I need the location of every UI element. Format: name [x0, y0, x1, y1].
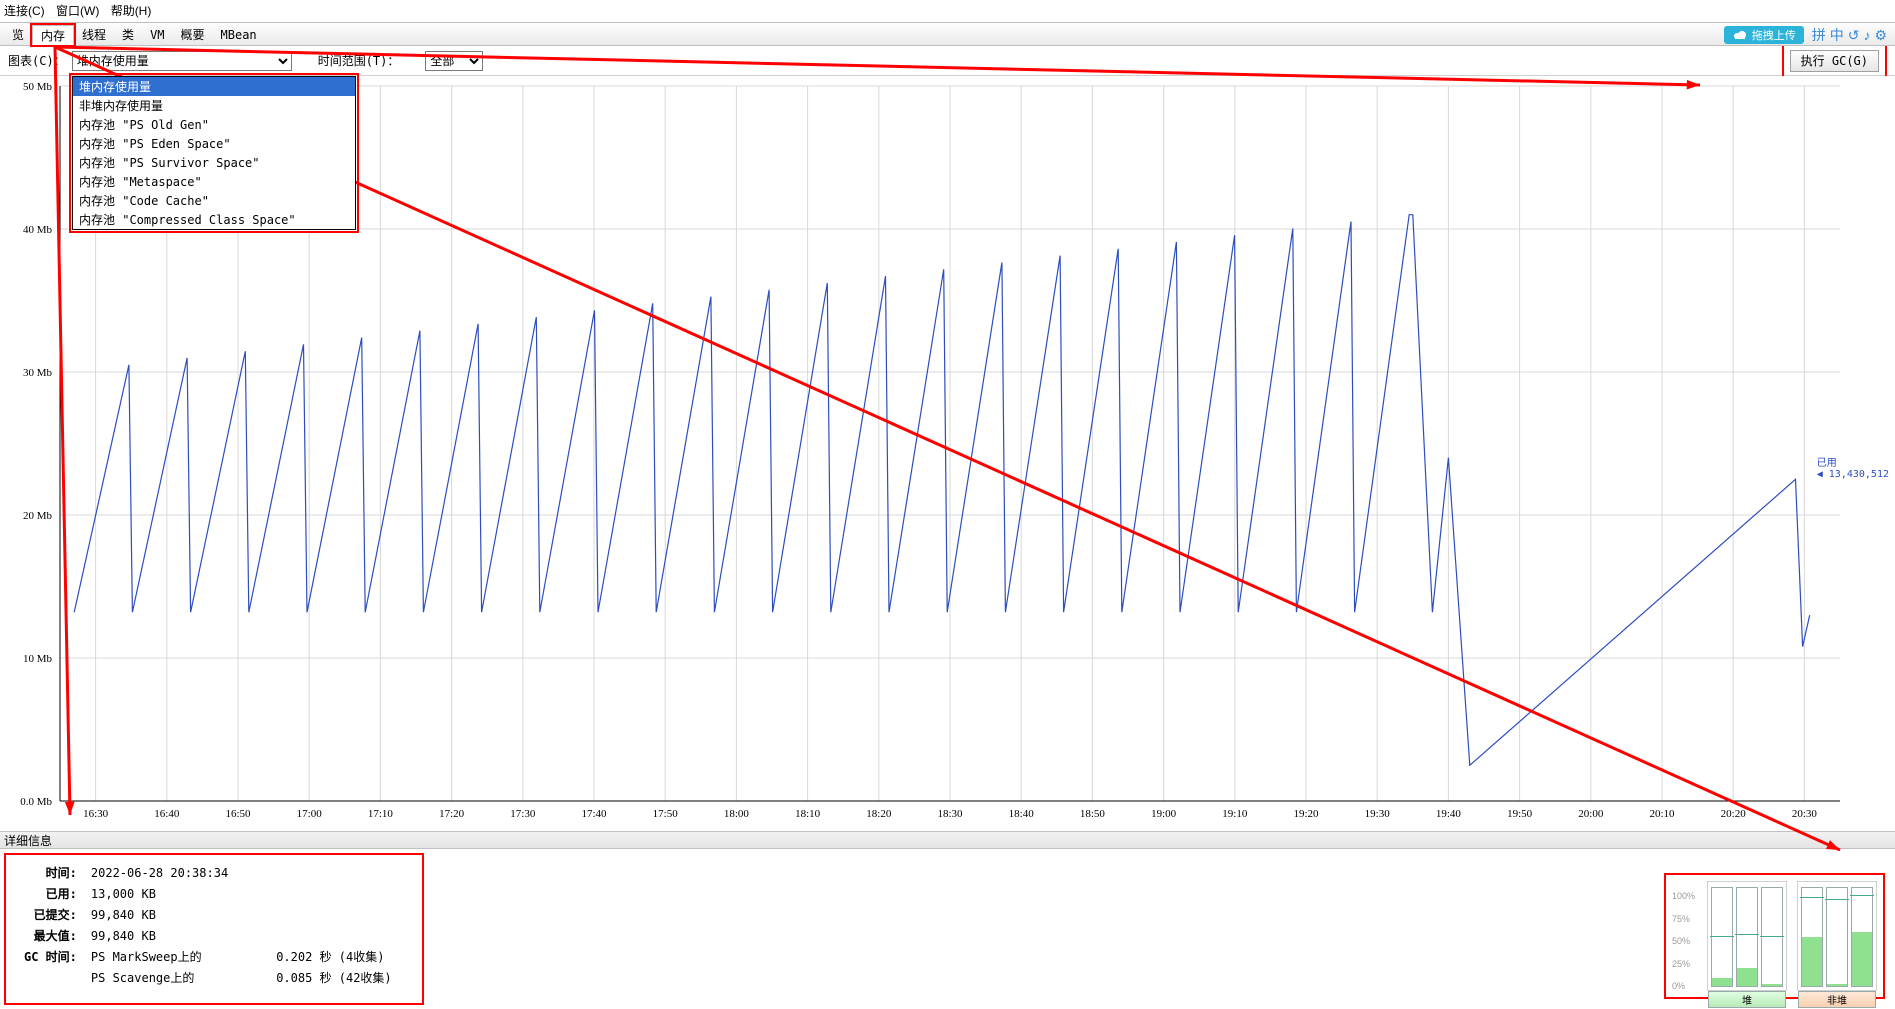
- dropdown-item[interactable]: 内存池 "PS Survivor Space": [73, 153, 355, 172]
- svg-text:19:50: 19:50: [1507, 808, 1533, 820]
- time-label: 时间范围(T)：: [318, 52, 400, 69]
- toolbar-icon[interactable]: ⚙: [1874, 27, 1887, 43]
- upload-badge[interactable]: 拖拽上传: [1724, 26, 1804, 44]
- memory-bar[interactable]: [1851, 887, 1873, 987]
- chart-area: 0.0 Mb 10 Mb 20 Mb 30 Mb 40 Mb 50 Mb 16:30 16:4…: [0, 76, 1895, 831]
- memory-bars-panel: 100%75%50%25%0% 堆 非堆: [1664, 873, 1885, 999]
- svg-text:17:00: 17:00: [297, 808, 323, 820]
- tab-bar: 览内存线程类VM概要MBean 拖拽上传 拼中↺♪⚙: [0, 22, 1895, 46]
- svg-text:18:40: 18:40: [1009, 808, 1035, 820]
- memory-bar[interactable]: [1801, 887, 1823, 987]
- toolbar-icon[interactable]: ♪: [1863, 27, 1870, 43]
- tab-MBean[interactable]: MBean: [213, 25, 265, 45]
- toolbar-right: 拖拽上传 拼中↺♪⚙: [1724, 23, 1889, 47]
- memory-bar[interactable]: [1736, 887, 1758, 987]
- svg-text:16:50: 16:50: [225, 808, 251, 820]
- dropdown-item[interactable]: 内存池 "Metaspace": [73, 172, 355, 191]
- svg-text:19:30: 19:30: [1365, 808, 1391, 820]
- svg-text:18:50: 18:50: [1080, 808, 1106, 820]
- svg-text:19:00: 19:00: [1151, 808, 1177, 820]
- menu-window[interactable]: 窗口(W): [56, 4, 99, 18]
- upload-badge-label: 拖拽上传: [1752, 27, 1796, 43]
- svg-text:17:20: 17:20: [439, 808, 465, 820]
- toolbar-icon[interactable]: ↺: [1848, 27, 1860, 43]
- svg-text:19:20: 19:20: [1293, 808, 1319, 820]
- detail-caption: 详细信息: [0, 831, 1895, 849]
- heap-bar-group[interactable]: 堆: [1707, 881, 1787, 991]
- svg-text:19:40: 19:40: [1436, 808, 1462, 820]
- bar-group-caption: 堆: [1708, 991, 1786, 1008]
- tab-内存[interactable]: 内存: [32, 25, 74, 45]
- svg-text:20:10: 20:10: [1649, 808, 1675, 820]
- tab-览[interactable]: 览: [4, 25, 32, 45]
- dropdown-item[interactable]: 内存池 "PS Old Gen": [73, 115, 355, 134]
- svg-text:18:10: 18:10: [795, 808, 821, 820]
- svg-text:10 Mb: 10 Mb: [23, 653, 53, 665]
- gc-button-highlight: 执行 GC(G): [1782, 44, 1887, 78]
- time-range-select[interactable]: 全部: [425, 51, 483, 71]
- dropdown-item[interactable]: 内存池 "PS Eden Space": [73, 134, 355, 153]
- svg-text:20:00: 20:00: [1578, 808, 1604, 820]
- svg-text:16:40: 16:40: [154, 808, 180, 820]
- tab-类[interactable]: 类: [114, 25, 142, 45]
- dropdown-item[interactable]: 非堆内存使用量: [73, 96, 355, 115]
- execute-gc-button[interactable]: 执行 GC(G): [1790, 50, 1879, 72]
- detail-area: 时间:2022-06-28 20:38:34已用:13,000 KB已提交:99…: [0, 849, 1895, 1009]
- dropdown-item[interactable]: 内存池 "Compressed Class Space": [73, 210, 355, 229]
- chart-label: 图表(C)：: [8, 52, 66, 69]
- toolbar-icons: 拼中↺♪⚙: [1810, 25, 1889, 45]
- toolbar-icon[interactable]: 拼: [1812, 27, 1826, 43]
- svg-text:20 Mb: 20 Mb: [23, 510, 53, 522]
- tab-线程[interactable]: 线程: [74, 25, 114, 45]
- menu-connect[interactable]: 连接(C): [4, 4, 45, 18]
- dropdown-item[interactable]: 堆内存使用量: [73, 77, 355, 96]
- nonheap-bar-group[interactable]: 非堆: [1797, 881, 1877, 991]
- svg-text:40 Mb: 40 Mb: [23, 224, 53, 236]
- svg-text:18:00: 18:00: [724, 808, 750, 820]
- svg-text:18:30: 18:30: [937, 808, 963, 820]
- svg-text:0.0 Mb: 0.0 Mb: [20, 796, 52, 808]
- svg-text:16:30: 16:30: [83, 808, 109, 820]
- memory-bar[interactable]: [1711, 887, 1733, 987]
- svg-text:18:20: 18:20: [866, 808, 892, 820]
- detail-table: 时间:2022-06-28 20:38:34已用:13,000 KB已提交:99…: [16, 861, 400, 989]
- svg-text:50 Mb: 50 Mb: [23, 81, 53, 93]
- toolbar-icon[interactable]: 中: [1830, 27, 1844, 43]
- detail-info-box: 时间:2022-06-28 20:38:34已用:13,000 KB已提交:99…: [4, 853, 424, 1005]
- controls-row: 图表(C)： 堆内存使用量 时间范围(T)： 全部 执行 GC(G): [0, 46, 1895, 76]
- chart-dropdown-list[interactable]: 堆内存使用量非堆内存使用量内存池 "PS Old Gen"内存池 "PS Ede…: [72, 76, 356, 230]
- tab-VM[interactable]: VM: [142, 25, 172, 45]
- svg-text:20:20: 20:20: [1721, 808, 1747, 820]
- dropdown-item[interactable]: 内存池 "Code Cache": [73, 191, 355, 210]
- svg-text:17:50: 17:50: [653, 808, 679, 820]
- svg-text:17:10: 17:10: [368, 808, 394, 820]
- last-value-label: 已用◀ 13,430,512: [1817, 454, 1889, 480]
- chart-select[interactable]: 堆内存使用量: [72, 51, 292, 71]
- menu-bar: 连接(C) 窗口(W) 帮助(H): [0, 0, 1895, 22]
- svg-text:19:10: 19:10: [1222, 808, 1248, 820]
- memory-bar[interactable]: [1761, 887, 1783, 987]
- svg-text:20:30: 20:30: [1792, 808, 1818, 820]
- bar-group-caption: 非堆: [1798, 991, 1876, 1008]
- menu-help[interactable]: 帮助(H): [111, 4, 152, 18]
- svg-text:17:40: 17:40: [581, 808, 607, 820]
- svg-text:30 Mb: 30 Mb: [23, 367, 53, 379]
- bar-y-labels: 100%75%50%25%0%: [1672, 891, 1695, 991]
- cloud-icon: [1732, 27, 1748, 43]
- svg-text:17:30: 17:30: [510, 808, 536, 820]
- tab-概要[interactable]: 概要: [173, 25, 213, 45]
- memory-bar[interactable]: [1826, 887, 1848, 987]
